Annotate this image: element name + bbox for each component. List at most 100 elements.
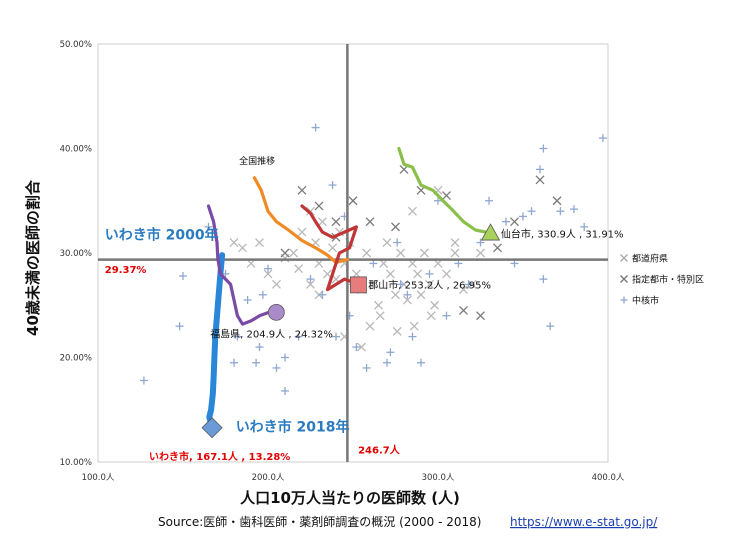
x-marker-point xyxy=(229,238,239,248)
x-marker-point xyxy=(476,248,485,258)
plus-marker-point xyxy=(362,363,371,372)
x-marker-point xyxy=(413,269,423,279)
plus-marker-point xyxy=(258,290,267,299)
x-marker-point xyxy=(263,269,273,279)
plus-marker-point xyxy=(476,238,485,247)
x-marker-point xyxy=(450,248,460,258)
x-marker-point xyxy=(416,290,426,300)
x-marker-point xyxy=(348,196,358,206)
plus-marker-point xyxy=(393,238,402,247)
x-marker-point xyxy=(476,311,485,321)
x-marker-point xyxy=(409,321,419,331)
plus-marker-point xyxy=(264,264,272,273)
x-marker-point xyxy=(294,264,304,274)
x-marker-point xyxy=(442,191,451,200)
y-tick-label: 40.00% xyxy=(60,145,92,155)
plus-marker-point xyxy=(442,311,451,320)
x-marker-point xyxy=(297,227,307,237)
plus-marker-point xyxy=(580,222,589,231)
x-marker-point xyxy=(368,279,378,289)
plot-border xyxy=(97,43,609,463)
plus-marker-point xyxy=(272,363,281,372)
x-marker-point xyxy=(374,300,383,310)
x-marker-point xyxy=(430,300,440,310)
plus-marker-point xyxy=(527,207,536,216)
plus-marker-point xyxy=(417,358,425,367)
y-tick-label: 10.00% xyxy=(60,458,92,468)
x-marker-point xyxy=(297,185,307,195)
x-marker-point xyxy=(280,248,290,258)
source-link[interactable]: https://www.e-stat.go.jp/ xyxy=(510,515,658,529)
annotation-label: 仙台市, 330.9人 , 31.91% xyxy=(501,227,624,240)
x-marker-point xyxy=(442,269,451,279)
plus-marker-point xyxy=(204,222,213,231)
x-marker-point xyxy=(510,217,519,227)
x-marker-point xyxy=(408,206,417,216)
plus-marker-point xyxy=(281,353,289,362)
x-marker-point xyxy=(365,217,375,227)
x-marker-point xyxy=(306,279,315,289)
plus-marker-point xyxy=(485,196,493,205)
y-tick-label: 50.00% xyxy=(60,40,92,50)
x-marker-point xyxy=(425,279,434,289)
x-tick-label: 100.0人 xyxy=(82,473,115,483)
annotation-label: 福島県, 204.9人 , 24.32% xyxy=(210,328,333,341)
source-text: Source:医師・歯科医師・薬剤師調査の概況 (2000 - 2018) xyxy=(158,514,481,529)
y-tick-label: 30.00% xyxy=(60,249,92,259)
plus-marker-point xyxy=(243,296,252,305)
x-marker-point xyxy=(552,196,562,206)
x-marker-point xyxy=(392,326,402,336)
x-marker-point xyxy=(426,311,436,321)
x-marker-point xyxy=(331,217,341,227)
legend-item: 指定都市・特別区 xyxy=(620,274,704,286)
plus-marker-point xyxy=(230,358,238,367)
x-marker-point xyxy=(375,311,385,321)
plus-marker-point xyxy=(502,217,510,226)
plus-marker-point xyxy=(396,280,405,289)
annotation-label: 全国推移 xyxy=(239,155,275,167)
legend-label: 指定都市・特別区 xyxy=(632,274,704,286)
trend-lines xyxy=(206,146,493,431)
annotation-label: 郡山市, 253.2人 , 26.95% xyxy=(368,279,491,292)
x-marker-point xyxy=(255,238,264,248)
plus-marker-point xyxy=(383,358,391,367)
x-marker-point xyxy=(396,248,406,258)
trend-line xyxy=(397,146,493,235)
plus-marker-point xyxy=(546,322,555,331)
x-marker-point xyxy=(385,269,395,279)
x-marker-point xyxy=(493,243,502,253)
plus-marker-point xyxy=(252,358,261,367)
x-marker-point xyxy=(317,217,327,227)
plus-marker-point xyxy=(536,165,544,174)
plus-marker-point xyxy=(306,275,315,284)
x-tick-label: 200.0人 xyxy=(252,473,285,483)
scatter-points xyxy=(139,123,607,395)
plot-frame xyxy=(97,43,609,463)
plus-marker-point xyxy=(425,269,434,278)
x-tick-label: 300.0人 xyxy=(422,473,455,483)
x-marker-point xyxy=(272,279,281,289)
plus-marker-point xyxy=(233,332,242,341)
x-marker-point xyxy=(391,222,400,232)
annotation-label: 246.7人 xyxy=(358,444,401,457)
annotation-label: いわき市, 167.1人 , 13.28% xyxy=(149,450,290,463)
annotation-label: いわき市 2018年 xyxy=(236,419,350,436)
x-marker-point xyxy=(419,248,429,258)
triangle-marker xyxy=(480,223,501,241)
trend-line xyxy=(206,204,278,326)
trend-line xyxy=(206,252,226,431)
legend-label: 都道府県 xyxy=(632,253,668,265)
x-marker-point xyxy=(238,243,247,253)
plus-marker-point xyxy=(294,332,303,341)
plus-marker-point xyxy=(539,144,548,153)
legend-item: 中核市 xyxy=(620,295,659,307)
plus-marker-point xyxy=(139,376,148,385)
x-tick-label: 400.0人 xyxy=(592,473,625,483)
x-marker-point xyxy=(289,248,298,258)
x-marker-point xyxy=(357,342,366,352)
annotation-label: いわき市 2000年 xyxy=(105,226,219,243)
legend-label: 中核市 xyxy=(632,295,659,307)
x-marker-point xyxy=(314,201,324,211)
